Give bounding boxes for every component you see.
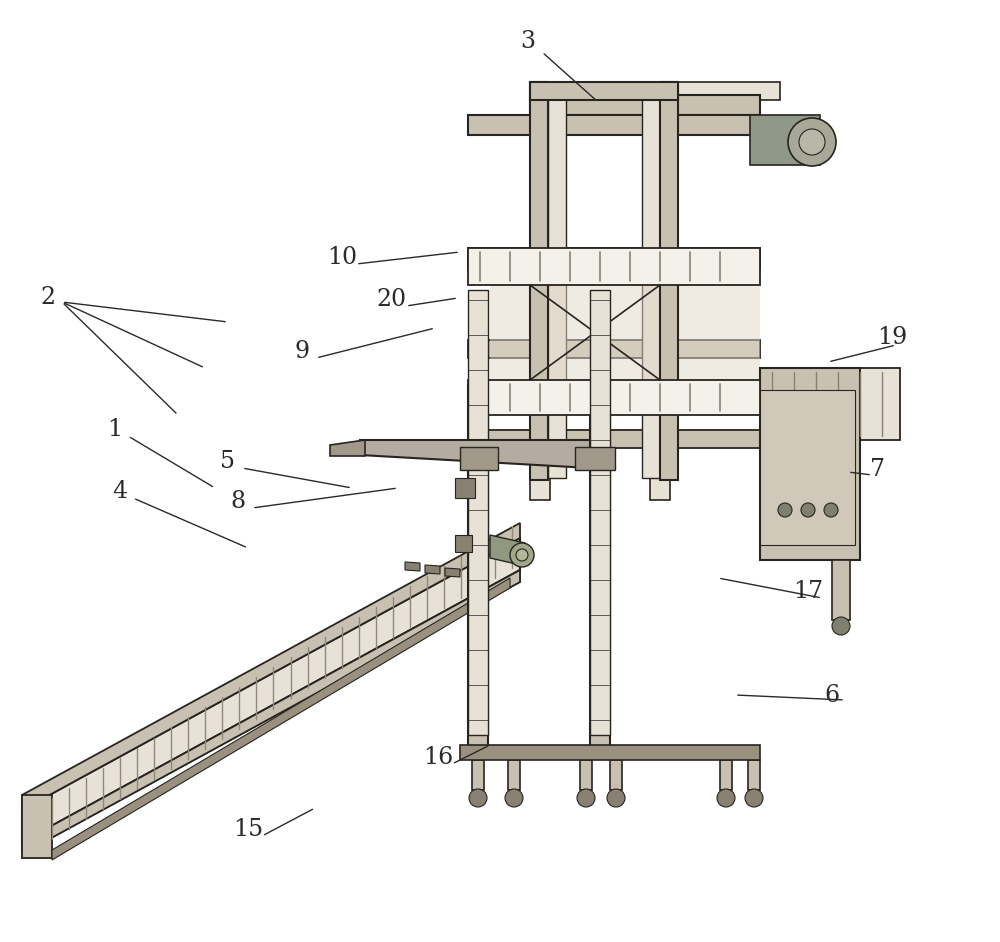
Polygon shape xyxy=(330,440,365,456)
Circle shape xyxy=(607,789,625,807)
Polygon shape xyxy=(468,248,760,268)
Polygon shape xyxy=(590,290,610,735)
Polygon shape xyxy=(760,368,860,560)
Polygon shape xyxy=(530,82,678,100)
Polygon shape xyxy=(22,523,520,810)
Polygon shape xyxy=(750,115,820,165)
Circle shape xyxy=(799,129,825,155)
Text: 20: 20 xyxy=(377,288,407,312)
Polygon shape xyxy=(468,290,488,735)
Polygon shape xyxy=(455,478,475,498)
Polygon shape xyxy=(468,380,760,415)
Polygon shape xyxy=(22,795,52,858)
Polygon shape xyxy=(360,440,590,468)
Polygon shape xyxy=(490,285,760,380)
Polygon shape xyxy=(642,90,660,478)
Polygon shape xyxy=(548,90,566,478)
Polygon shape xyxy=(530,82,548,480)
Circle shape xyxy=(778,503,792,517)
Polygon shape xyxy=(445,568,460,577)
Circle shape xyxy=(510,543,534,567)
Circle shape xyxy=(469,789,487,807)
Polygon shape xyxy=(720,760,732,790)
Polygon shape xyxy=(22,538,520,842)
Polygon shape xyxy=(530,100,550,500)
Circle shape xyxy=(832,617,850,635)
Polygon shape xyxy=(52,578,510,860)
Circle shape xyxy=(824,503,838,517)
Polygon shape xyxy=(460,745,760,760)
Text: 19: 19 xyxy=(877,327,907,349)
Polygon shape xyxy=(530,95,760,115)
Polygon shape xyxy=(468,385,488,755)
Polygon shape xyxy=(760,390,855,545)
Text: 9: 9 xyxy=(294,340,310,364)
Polygon shape xyxy=(748,760,760,790)
Polygon shape xyxy=(508,760,520,790)
Circle shape xyxy=(788,118,836,166)
Text: 15: 15 xyxy=(233,819,263,841)
Polygon shape xyxy=(660,82,678,480)
Polygon shape xyxy=(610,760,622,790)
Polygon shape xyxy=(405,562,420,571)
Polygon shape xyxy=(580,760,592,790)
Polygon shape xyxy=(468,248,760,285)
Polygon shape xyxy=(832,560,850,620)
Text: 7: 7 xyxy=(870,459,886,481)
Polygon shape xyxy=(650,100,670,500)
Polygon shape xyxy=(468,340,760,358)
Circle shape xyxy=(505,789,523,807)
Polygon shape xyxy=(425,565,440,574)
Polygon shape xyxy=(590,385,610,755)
Text: 16: 16 xyxy=(423,746,453,770)
Circle shape xyxy=(516,549,528,561)
Text: 10: 10 xyxy=(327,247,357,269)
Text: 1: 1 xyxy=(107,418,123,442)
Text: 2: 2 xyxy=(40,286,56,310)
Polygon shape xyxy=(22,570,520,854)
Polygon shape xyxy=(760,368,900,440)
Polygon shape xyxy=(575,447,615,470)
Polygon shape xyxy=(472,760,484,790)
Polygon shape xyxy=(490,535,525,566)
Circle shape xyxy=(801,503,815,517)
Text: 4: 4 xyxy=(112,480,128,504)
Polygon shape xyxy=(468,115,760,135)
Circle shape xyxy=(577,789,595,807)
Circle shape xyxy=(717,789,735,807)
Text: 6: 6 xyxy=(824,684,840,706)
Polygon shape xyxy=(460,447,498,470)
Text: 3: 3 xyxy=(520,30,536,54)
Polygon shape xyxy=(22,570,520,854)
Text: 17: 17 xyxy=(793,580,823,604)
Polygon shape xyxy=(468,430,760,448)
Text: 8: 8 xyxy=(230,491,246,513)
Polygon shape xyxy=(455,535,472,552)
Polygon shape xyxy=(530,82,780,100)
Circle shape xyxy=(745,789,763,807)
Text: 5: 5 xyxy=(220,450,236,474)
